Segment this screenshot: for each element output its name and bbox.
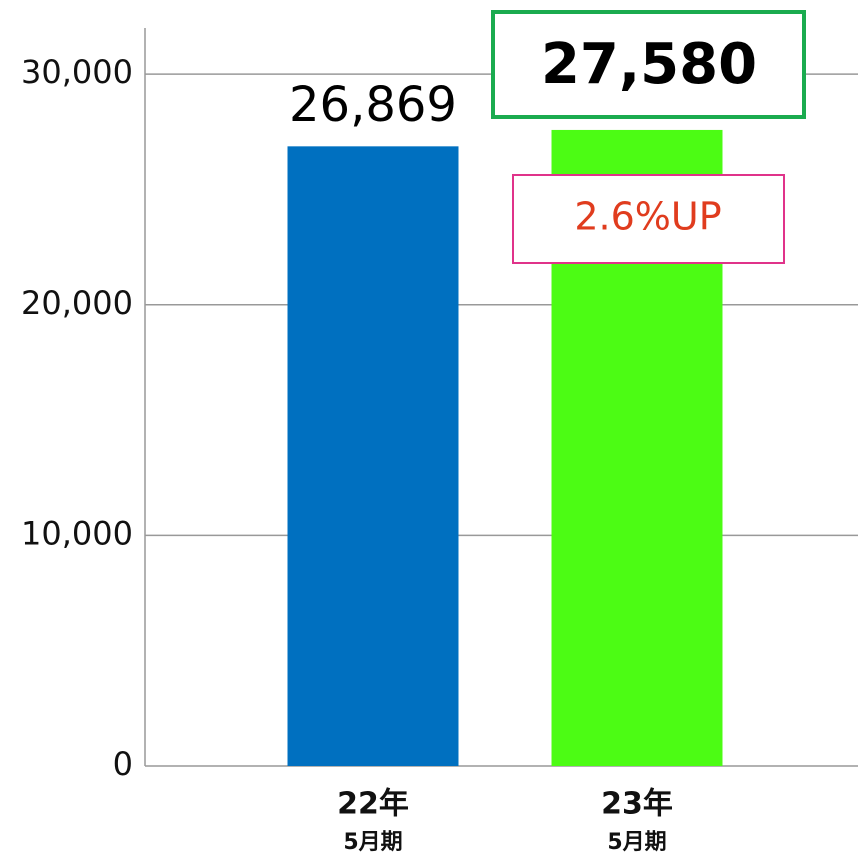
x-tick-sublabel: 5月期 [607,830,666,855]
annotation: 2.6%UP [574,195,721,239]
y-tick-label: 10,000 [21,514,133,552]
value-label: 27,580 [541,32,757,97]
y-tick-label: 20,000 [21,284,133,322]
x-tick-label: 23年 [601,787,673,822]
y-tick-label: 0 [113,745,133,783]
annotation-box [512,174,785,264]
highlight-box [491,10,806,119]
x-tick-sublabel: 5月期 [343,830,402,855]
y-tick-label: 30,000 [21,53,133,91]
x-tick-label: 22年 [337,787,409,822]
bar [287,146,459,767]
value-label: 26,869 [289,77,457,133]
